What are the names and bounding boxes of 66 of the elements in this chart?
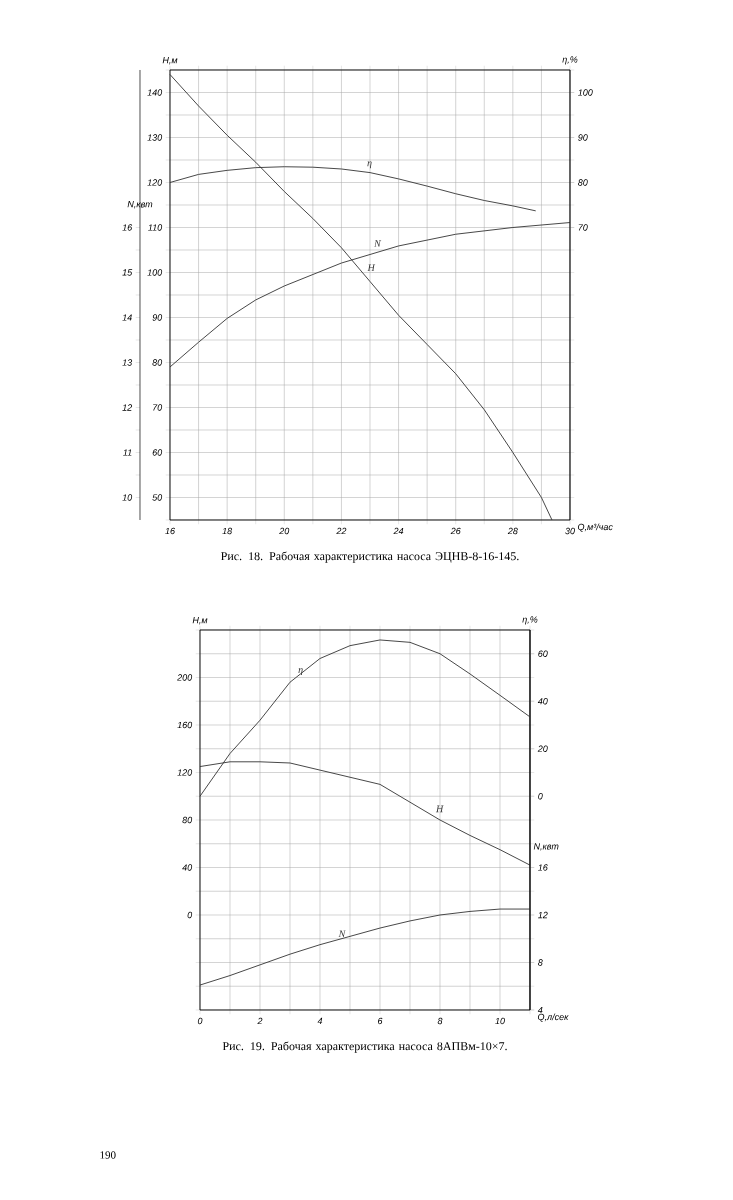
y-tick-label: 130 [147,134,163,141]
y-tick-label: 50 [152,494,163,501]
y2-tick-label: 13 [122,359,133,366]
y-tick-label: 160 [177,721,193,729]
y-tick-label: 110 [148,224,163,231]
y3-tick-label: 0 [538,793,543,800]
y-tick-label: 40 [182,864,193,871]
y3-tick-label: 20 [537,745,548,752]
y-axis-title: H,м [192,617,208,625]
y2-tick-label: 4 [537,1006,543,1014]
y-axis-title: H,м [162,57,178,65]
x-tick-label: 4 [317,1017,323,1024]
x-axis-title: Q,м³/час [577,523,613,532]
series-label: η [298,668,303,676]
y2-tick-label: 14 [122,314,132,321]
y3-tick-label: 60 [538,650,548,657]
x-tick-label: 24 [393,527,404,535]
y2-tick-label: 15 [122,269,133,276]
series-label: H [367,264,376,272]
text: Рис. 19. Рабочая характеристика насоса 8АПВм-10×7. [222,1041,507,1053]
y3-axis-title: η,% [562,56,578,65]
y-tick-label: 120 [177,769,193,776]
y2-tick-label: 16 [538,864,548,871]
y-tick-label: 70 [153,404,163,411]
y2-tick-label: 12 [122,404,133,411]
x-tick-label: 20 [279,527,290,535]
y3-tick-label: 90 [578,134,588,141]
y3-tick-label: 70 [578,224,588,231]
y3-tick-label: 80 [578,179,588,186]
x-tick-label: 2 [257,1017,263,1025]
series-label: η [367,161,372,169]
x-tick-label: 26 [450,527,461,535]
x-tick-label: 16 [165,527,175,535]
x-tick-label: 18 [222,527,233,535]
y-tick-label: 80 [152,359,163,366]
x-tick-label: 22 [336,527,347,535]
y2-tick-label: 12 [538,911,548,919]
x-tick-label: 0 [197,1017,203,1025]
x-tick-label: 8 [437,1017,443,1025]
y2-tick-label: 8 [538,959,543,966]
y-tick-label: 60 [152,449,163,456]
text: 190 [100,1151,116,1159]
y-tick-label: 80 [182,816,193,824]
y2-tick-label: 11 [123,449,132,456]
y3-axis-title: η,% [522,616,538,625]
y2-tick-label: 10 [122,494,133,501]
x-tick-label: 10 [495,1017,505,1025]
x-tick-label: 6 [378,1017,383,1025]
y-tick-label: 200 [177,674,193,681]
y2-axis-title: N,квт [127,201,153,209]
y-tick-label: 0 [187,911,193,919]
y-tick-label: 100 [147,269,163,276]
x-tick-label: 28 [507,527,518,535]
series-label: H [435,805,444,813]
series-label: N [338,930,346,938]
series-label: N [374,240,382,247]
y3-tick-label: 100 [578,89,593,96]
y2-axis-title: N,квт [533,843,559,851]
y-tick-label: 90 [152,314,163,321]
y3-tick-label: 40 [537,698,548,705]
y-tick-label: 120 [147,179,163,186]
y2-tick-label: 16 [122,224,133,231]
x-axis-title: Q,л/сек [537,1013,569,1022]
text: Рис. 18. Рабочая характеристика насоса ЭЦНВ-8-16-145. [221,551,519,563]
x-tick-label: 30 [565,527,575,535]
y-tick-label: 140 [147,89,163,96]
